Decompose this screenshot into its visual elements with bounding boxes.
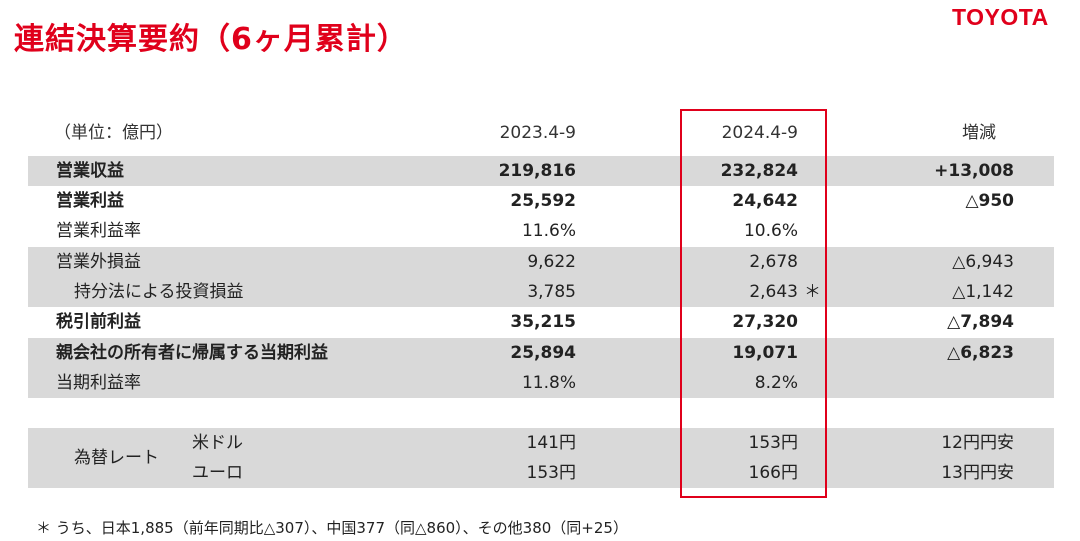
table-header-row: （単位：億円） 2023.4-9 2024.4-9 増減 — [28, 118, 1054, 148]
value-2024: 2,678 — [749, 252, 798, 272]
table-row-non-operating: 営業外損益 9,622 2,678 △6,943 — [28, 247, 1054, 277]
value-2023: 153円 — [526, 463, 576, 483]
table-row-net-margin: 当期利益率 11.8% 8.2% — [28, 368, 1054, 398]
row-label: 当期利益率 — [56, 373, 141, 393]
currency-label: 米ドル — [192, 433, 243, 453]
value-change: △7,894 — [947, 312, 1014, 332]
exchange-rate-label: 為替レート — [74, 448, 159, 468]
row-label: 持分法による投資損益 — [74, 282, 244, 302]
table-row-equity-method: 持分法による投資損益 3,785 2,643 ＊ △1,142 — [28, 277, 1054, 307]
toyota-logo: TOYOTA — [952, 4, 1049, 30]
row-label: 営業利益率 — [56, 221, 141, 241]
value-2024: 153円 — [748, 433, 798, 453]
value-2023: 219,816 — [498, 161, 576, 181]
table-row-operating-income: 営業利益 25,592 24,642 △950 — [28, 186, 1054, 216]
value-2024: 232,824 — [720, 161, 798, 181]
value-2024: 10.6% — [743, 221, 798, 241]
row-label: 税引前利益 — [56, 312, 141, 332]
table-spacer — [28, 398, 1054, 399]
value-change: △6,823 — [947, 343, 1014, 363]
value-2023: 9,622 — [527, 252, 576, 272]
column-header-change: 増減 — [962, 123, 996, 143]
footnote: ＊ うち、日本1,885（前年同期比△307）、中国377（同△860）、その他… — [36, 519, 628, 537]
value-2024: 2,643 — [749, 282, 798, 302]
value-2023: 35,215 — [510, 312, 576, 332]
value-change: △6,943 — [952, 252, 1014, 272]
exchange-rate-block: 為替レート 米ドル 141円 153円 12円円安 ユーロ 153円 166円 … — [28, 428, 1054, 488]
value-2024: 24,642 — [732, 191, 798, 211]
table-row-operating-revenue: 営業収益 219,816 232,824 +13,008 — [28, 156, 1054, 186]
value-2023: 3,785 — [527, 282, 576, 302]
currency-label: ユーロ — [192, 463, 243, 483]
value-change: △950 — [965, 191, 1014, 211]
value-change: 13円円安 — [941, 463, 1014, 483]
value-2024: 19,071 — [732, 343, 798, 363]
value-change: 12円円安 — [941, 433, 1014, 453]
value-change: +13,008 — [934, 161, 1014, 181]
value-2023: 25,894 — [510, 343, 576, 363]
value-2023: 141円 — [526, 433, 576, 453]
value-2024: 27,320 — [732, 312, 798, 332]
value-2024: 8.2% — [754, 373, 798, 393]
page-title: 連結決算要約（6ヶ月累計） — [14, 22, 408, 57]
table-row-eur: ユーロ 153円 166円 13円円安 — [28, 458, 1054, 488]
value-2023: 11.6% — [521, 221, 576, 241]
table-row-operating-margin: 営業利益率 11.6% 10.6% — [28, 216, 1054, 246]
row-label: 営業利益 — [56, 191, 124, 211]
value-2024: 166円 — [748, 463, 798, 483]
row-label: 営業収益 — [56, 161, 124, 181]
row-label: 営業外損益 — [56, 252, 141, 272]
table-row-net-income: 親会社の所有者に帰属する当期利益 25,894 19,071 △6,823 — [28, 338, 1054, 368]
value-2023: 11.8% — [521, 373, 576, 393]
footnote-marker: ＊ — [804, 282, 821, 302]
column-header-2024: 2024.4-9 — [721, 123, 798, 143]
value-2023: 25,592 — [510, 191, 576, 211]
table-row-pretax-income: 税引前利益 35,215 27,320 △7,894 — [28, 307, 1054, 337]
unit-label: （単位：億円） — [54, 123, 173, 143]
column-header-2023: 2023.4-9 — [499, 123, 576, 143]
value-change: △1,142 — [952, 282, 1014, 302]
table-row-usd: 米ドル 141円 153円 12円円安 — [28, 428, 1054, 458]
row-label: 親会社の所有者に帰属する当期利益 — [56, 343, 328, 363]
